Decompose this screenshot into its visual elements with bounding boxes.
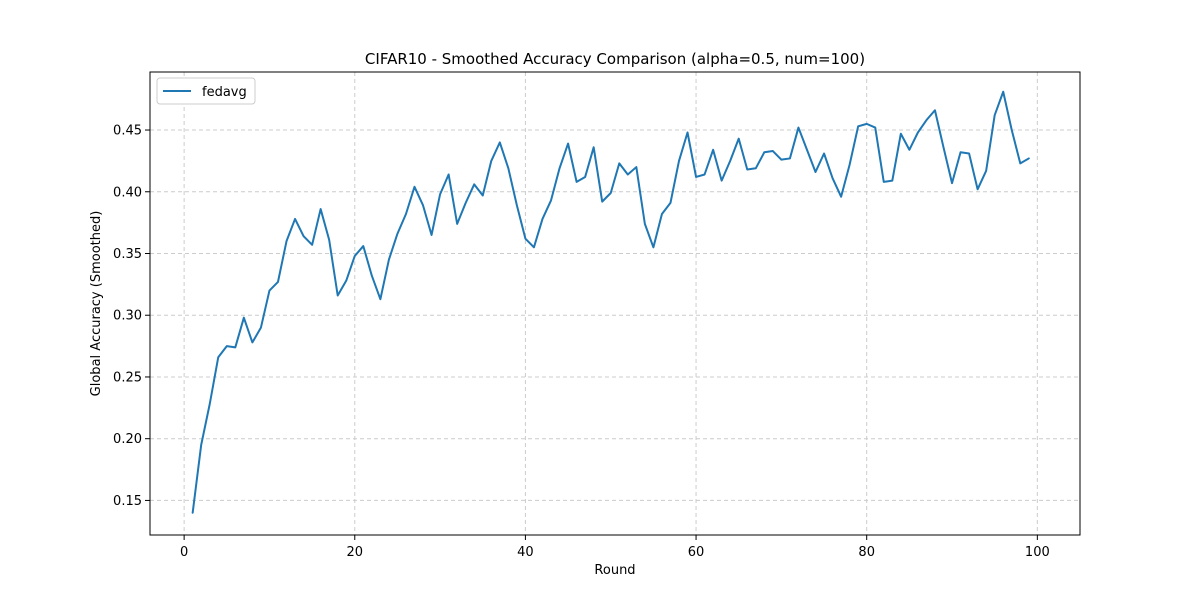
- series-line-fedavg: [191, 90, 1030, 514]
- x-axis: 0 20 40 60 80 100: [180, 535, 1050, 560]
- y-tick-label: 0.45: [113, 124, 142, 139]
- y-axis-label: Global Accuracy (Smoothed): [89, 211, 104, 397]
- chart-title: CIFAR10 - Smoothed Accuracy Comparison (…: [365, 50, 865, 68]
- y-tick-label: 0.15: [113, 494, 142, 509]
- x-tick-label: 0: [180, 545, 188, 560]
- legend-box: [156, 77, 256, 105]
- series-layer: [191, 90, 1030, 514]
- y-tick-label: 0.25: [113, 370, 142, 385]
- x-tick-label: 20: [346, 545, 363, 560]
- x-axis-label: Round: [594, 563, 635, 578]
- y-tick-label: 0.30: [113, 309, 142, 324]
- legend-label-fedavg: fedavg: [202, 85, 247, 100]
- legend: fedavg: [156, 77, 256, 105]
- plot-area-frame: [149, 71, 1081, 536]
- y-tick-label: 0.20: [113, 432, 142, 447]
- x-tick-label: 100: [1025, 545, 1050, 560]
- y-tick-label: 0.35: [113, 247, 142, 262]
- x-tick-label: 80: [858, 545, 875, 560]
- x-tick-label: 40: [517, 545, 534, 560]
- y-axis: 0.15 0.20 0.25 0.30 0.35 0.40 0.45: [113, 124, 150, 509]
- y-tick-label: 0.40: [113, 185, 142, 200]
- grid-lines: [150, 72, 1080, 535]
- x-tick-label: 60: [688, 545, 705, 560]
